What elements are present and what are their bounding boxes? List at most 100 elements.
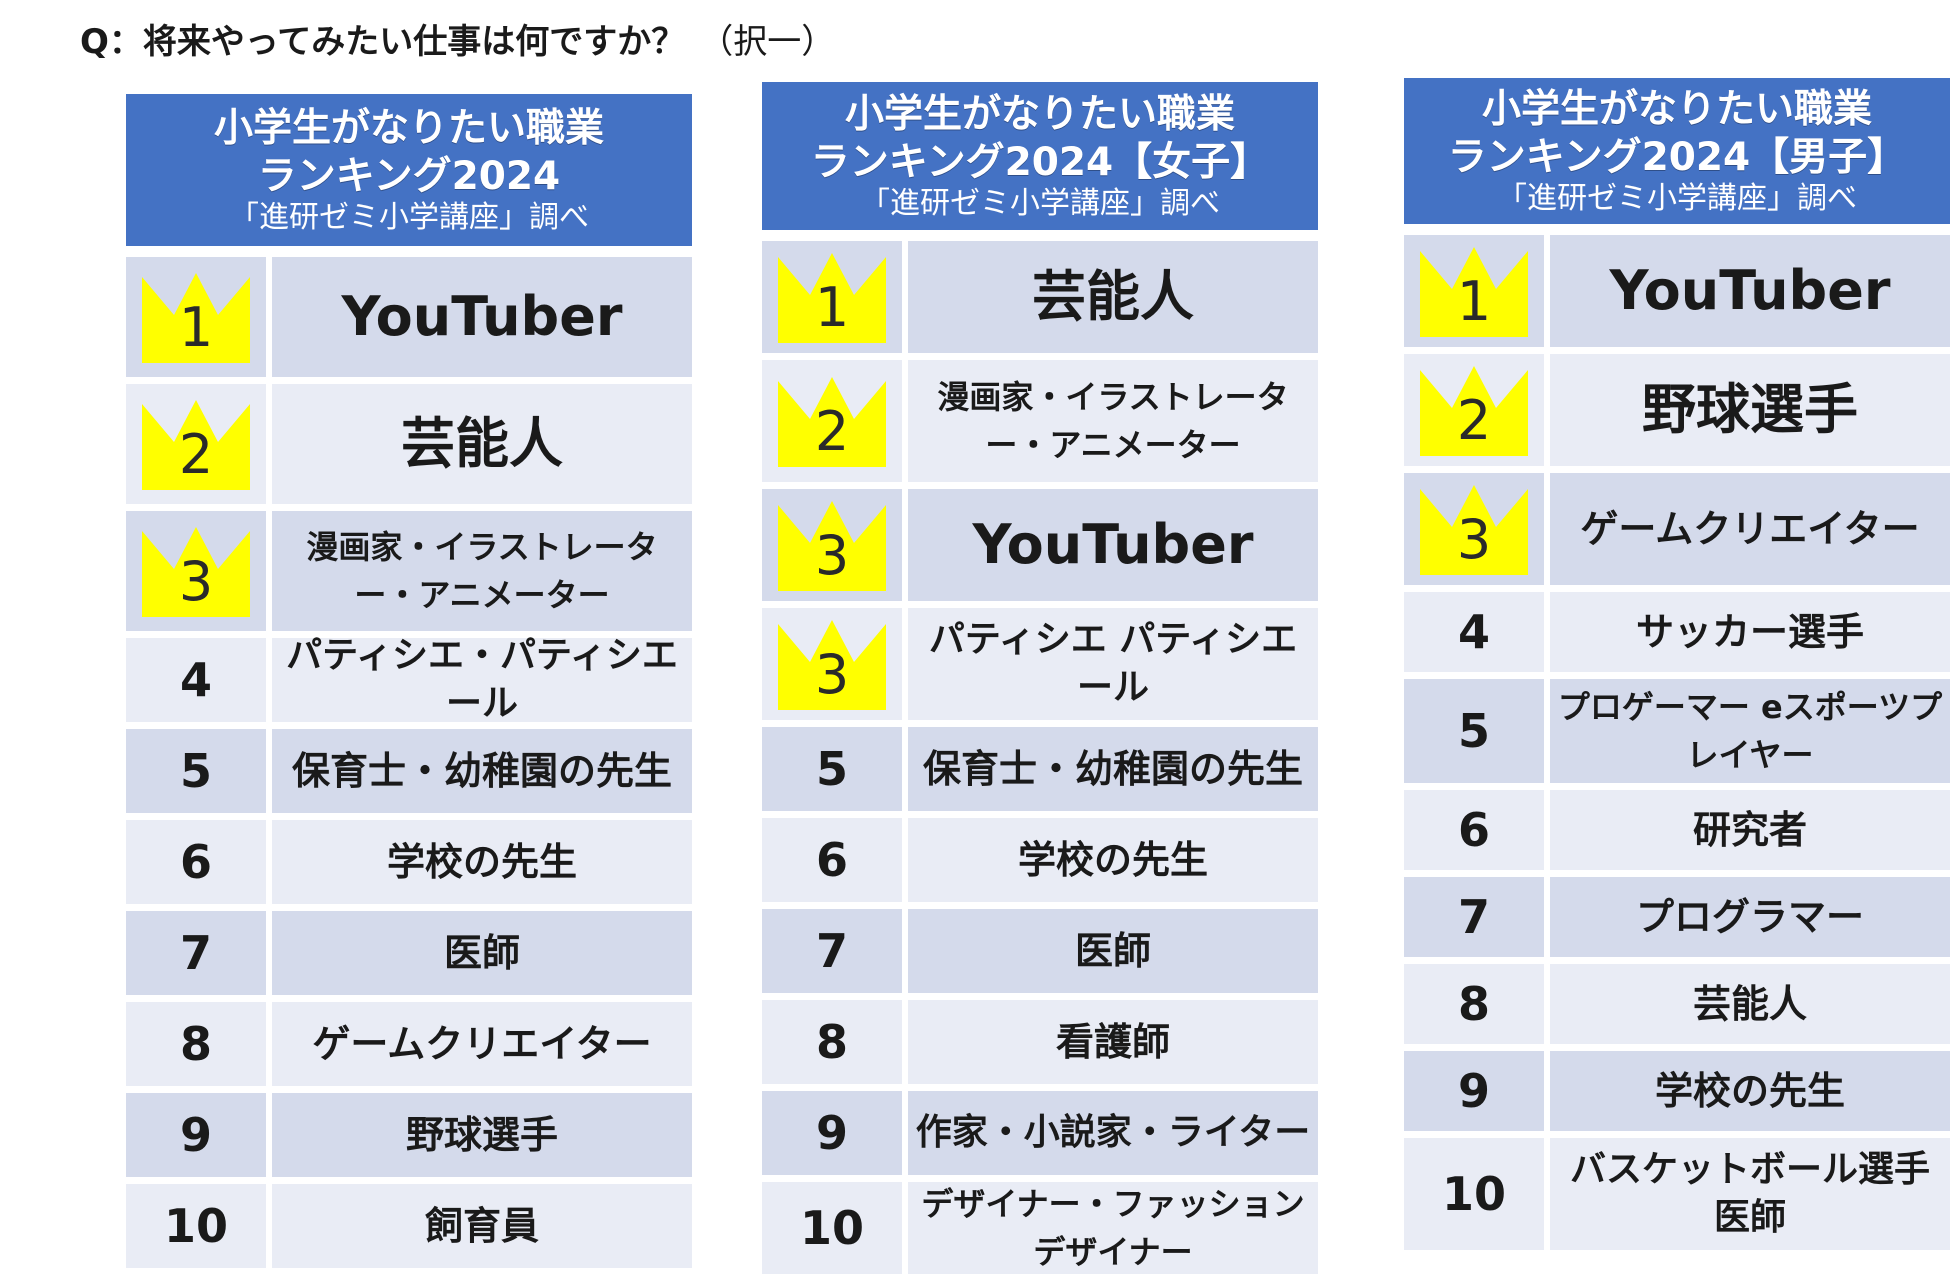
rank-cell: 6: [1404, 790, 1544, 870]
table-row: 6 研究者: [1404, 790, 1950, 870]
rank-cell: 7: [762, 909, 902, 993]
table-row: 7 プログラマー: [1404, 877, 1950, 957]
rank-cell: 5: [126, 729, 266, 813]
job-name: 漫画家・イラストレーター・アニメーター: [272, 511, 692, 631]
header-line3: 「進研ゼミ小学講座」調べ: [229, 200, 589, 235]
rank-number: 4: [179, 653, 212, 707]
job-name: デザイナー・ファッションデザイナー: [908, 1182, 1318, 1274]
rank-number: 6: [179, 835, 212, 889]
crown-icon: 1: [776, 251, 888, 343]
job-name: 学校の先生: [272, 820, 692, 904]
crown-shape: [778, 253, 886, 343]
question-title: Q：将来やってみたい仕事は何ですか？ （択一）: [80, 14, 835, 63]
rank-cell: 3: [762, 608, 902, 720]
header-line1: 小学生がなりたい職業: [213, 106, 604, 151]
table-header: 小学生がなりたい職業 ランキング2024 「進研ゼミ小学講座」調べ: [126, 94, 692, 246]
job-name: パティシエ・パティシエール: [272, 635, 692, 724]
job-name: 芸能人: [908, 241, 1318, 353]
rank-cell: 10: [1404, 1138, 1544, 1250]
rank-cell: 3: [126, 511, 266, 631]
rank-number: 2: [1456, 389, 1492, 452]
rank-cell: 9: [762, 1091, 902, 1175]
job-name: サッカー選手: [1550, 592, 1950, 672]
crown-icon: 3: [776, 499, 888, 591]
crown-shape: [778, 501, 886, 591]
rank-cell: 8: [126, 1002, 266, 1086]
rank-cell: 3: [1404, 473, 1544, 585]
table-rows: 1 芸能人 2 漫画家・イラストレーター・アニメーター 3 YouTuber 3 パティシエ …: [762, 241, 1318, 1274]
rank-number: 1: [178, 296, 214, 359]
job-name: プロゲーマー eスポーツプレイヤー: [1550, 679, 1950, 783]
crown-icon: 2: [1418, 364, 1530, 456]
crown-icon: 3: [140, 525, 252, 617]
table-row: 5 保育士・幼稚園の先生: [126, 729, 692, 813]
job-name: 作家・小説家・ライター: [908, 1091, 1318, 1175]
job-name: バスケットボール選手 医師: [1550, 1138, 1950, 1250]
table-row: 5 保育士・幼稚園の先生: [762, 727, 1318, 811]
rank-cell: 6: [126, 820, 266, 904]
table-row: 10 飼育員: [126, 1184, 692, 1268]
rank-number: 5: [179, 744, 212, 798]
rank-number: 8: [1457, 977, 1490, 1031]
rank-number: 10: [1441, 1167, 1506, 1221]
rank-number: 9: [1457, 1064, 1490, 1118]
rank-cell: 6: [762, 818, 902, 902]
table-header: 小学生がなりたい職業 ランキング2024【女子】 「進研ゼミ小学講座」調べ: [762, 82, 1318, 230]
rank-cell: 10: [762, 1182, 902, 1274]
table-row: 6 学校の先生: [126, 820, 692, 904]
ranking-table-overall: 小学生がなりたい職業 ランキング2024 「進研ゼミ小学講座」調べ 1 YouTu…: [126, 94, 692, 1268]
rank-number: 1: [1456, 270, 1492, 333]
table-row: 10 バスケットボール選手 医師: [1404, 1138, 1950, 1250]
header-line2: ランキング2024: [257, 154, 561, 199]
rank-number: 3: [814, 524, 850, 587]
rank-number: 9: [179, 1108, 212, 1162]
header-line1: 小学生がなりたい職業: [1481, 87, 1872, 132]
job-name: 学校の先生: [1550, 1051, 1950, 1131]
crown-icon: 1: [1418, 245, 1530, 337]
rank-number: 3: [1456, 508, 1492, 571]
table-row: 1 芸能人: [762, 241, 1318, 353]
crown-shape: [778, 377, 886, 467]
crown-icon: 2: [776, 375, 888, 467]
table-row: 3 ゲームクリエイター: [1404, 473, 1950, 585]
job-name: 医師: [908, 909, 1318, 993]
job-name: ゲームクリエイター: [272, 1002, 692, 1086]
rank-cell: 2: [1404, 354, 1544, 466]
rank-number: 3: [178, 550, 214, 613]
rank-cell: 9: [126, 1093, 266, 1177]
crown-shape: [1420, 247, 1528, 337]
header-line2: ランキング2024【女子】: [810, 140, 1270, 185]
table-row: 4 サッカー選手: [1404, 592, 1950, 672]
rank-number: 8: [815, 1015, 848, 1069]
job-name: 芸能人: [272, 384, 692, 504]
job-name: 看護師: [908, 1000, 1318, 1084]
job-name: YouTuber: [1550, 235, 1950, 347]
table-row: 7 医師: [126, 911, 692, 995]
rank-number: 1: [814, 276, 850, 339]
rank-number: 6: [815, 833, 848, 887]
job-name: 漫画家・イラストレーター・アニメーター: [908, 360, 1318, 482]
job-name: 研究者: [1550, 790, 1950, 870]
rank-cell: 1: [762, 241, 902, 353]
table-row: 9 野球選手: [126, 1093, 692, 1177]
table-header: 小学生がなりたい職業 ランキング2024【男子】 「進研ゼミ小学講座」調べ: [1404, 78, 1950, 224]
rank-cell: 2: [762, 360, 902, 482]
question-note: （択一）: [699, 22, 836, 62]
table-row: 1 YouTuber: [1404, 235, 1950, 347]
rank-cell: 4: [126, 638, 266, 722]
job-name: 飼育員: [272, 1184, 692, 1268]
rank-cell: 5: [1404, 679, 1544, 783]
rank-cell: 1: [1404, 235, 1544, 347]
crown-shape: [778, 620, 886, 710]
crown-shape: [1420, 366, 1528, 456]
rank-cell: 8: [1404, 964, 1544, 1044]
crown-shape: [142, 400, 250, 490]
table-row: 7 医師: [762, 909, 1318, 993]
table-row: 6 学校の先生: [762, 818, 1318, 902]
rank-number: 9: [815, 1106, 848, 1160]
table-row: 3 YouTuber: [762, 489, 1318, 601]
table-row: 8 芸能人: [1404, 964, 1950, 1044]
question-text: Q：将来やってみたい仕事は何ですか？: [80, 22, 686, 62]
job-name: プログラマー: [1550, 877, 1950, 957]
